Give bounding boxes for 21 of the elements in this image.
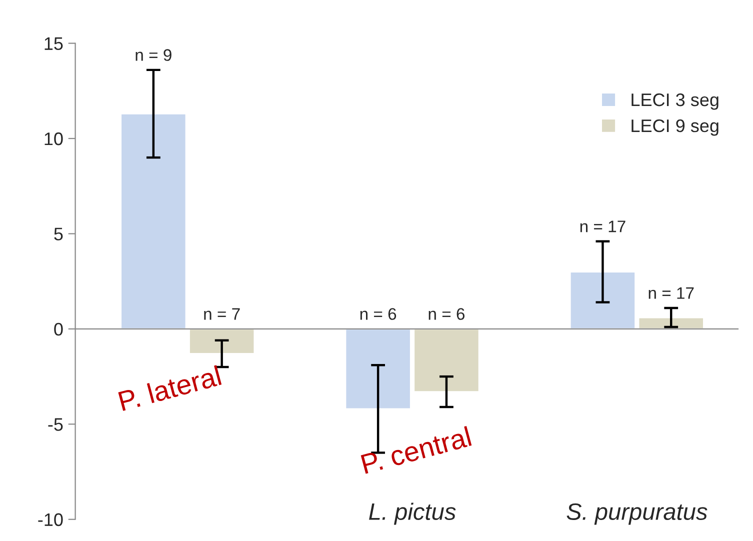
y-tick-label: -10 bbox=[38, 513, 63, 526]
y-tick-label: 5 bbox=[54, 228, 63, 240]
annotation: n = 17 bbox=[648, 287, 694, 299]
annotation: n = 6 bbox=[428, 308, 465, 320]
bar bbox=[120, 113, 187, 330]
annotation: n = 6 bbox=[360, 308, 396, 320]
y-tick-label: 0 bbox=[54, 322, 63, 336]
legend-label: LECI 9 seg bbox=[632, 119, 718, 136]
x-tick-label: S. purpuratus bbox=[566, 503, 708, 525]
bar bbox=[188, 328, 256, 354]
y-tick-label: -5 bbox=[48, 418, 63, 431]
annotation: n = 17 bbox=[580, 220, 626, 232]
bar bbox=[569, 271, 636, 330]
x-tick-label: L. pictus bbox=[369, 502, 456, 525]
legend-label: LECI 3 seg bbox=[632, 93, 718, 110]
y-tick-label: 15 bbox=[44, 37, 63, 50]
annotation: P. lateral bbox=[118, 365, 222, 412]
annotation: n = 9 bbox=[136, 49, 172, 61]
y-tick-label: 10 bbox=[44, 132, 63, 146]
annotation: n = 7 bbox=[204, 308, 240, 320]
annotation: P. central bbox=[360, 426, 472, 474]
